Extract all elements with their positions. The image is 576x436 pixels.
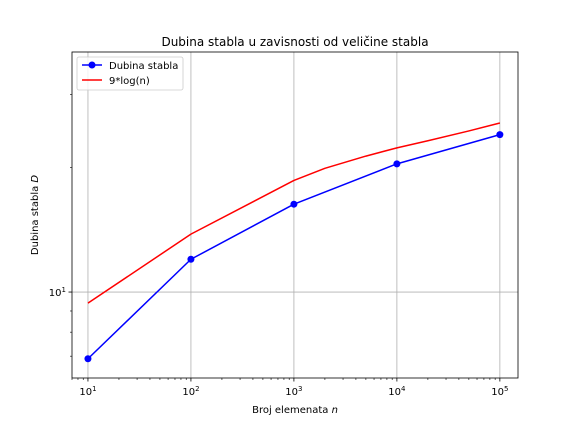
legend-label-red: 9*log(n)	[109, 76, 150, 87]
tick-layer: 101 102 103 104 105 101	[49, 94, 508, 398]
x-tick-label: 105	[491, 385, 508, 398]
plot-area-background	[72, 52, 518, 378]
data-point	[290, 200, 298, 208]
y-axis-label: Dubina stabla D	[30, 175, 41, 256]
x-tick-label: 104	[388, 385, 406, 398]
legend: Dubina stabla 9*log(n)	[76, 56, 184, 91]
x-tick-label: 101	[79, 385, 96, 398]
y-tick-label: 101	[49, 286, 66, 299]
data-point	[187, 255, 195, 263]
x-axis-label: Broj elemenata n	[252, 405, 338, 416]
x-tick-label: 102	[182, 385, 199, 398]
y-axis-label-var: D	[30, 175, 41, 183]
plot-frame	[71, 51, 519, 379]
legend-label-blue: Dubina stabla	[109, 61, 178, 72]
data-point	[496, 131, 504, 139]
legend-box	[76, 56, 184, 91]
legend-marker-blue	[88, 61, 96, 69]
series-layer	[84, 122, 504, 363]
grid-layer	[72, 52, 518, 378]
chart-title: Dubina stabla u zavisnosti od veličine s…	[161, 35, 428, 49]
y-axis-label-text: Dubina stabla	[30, 183, 41, 256]
x-tick-label: 103	[285, 385, 302, 398]
x-axis-label-var: n	[332, 405, 338, 416]
series-line-1	[87, 122, 501, 304]
x-axis-label-text: Broj elemenata	[252, 405, 332, 416]
data-point	[84, 355, 92, 363]
data-point	[393, 160, 401, 168]
